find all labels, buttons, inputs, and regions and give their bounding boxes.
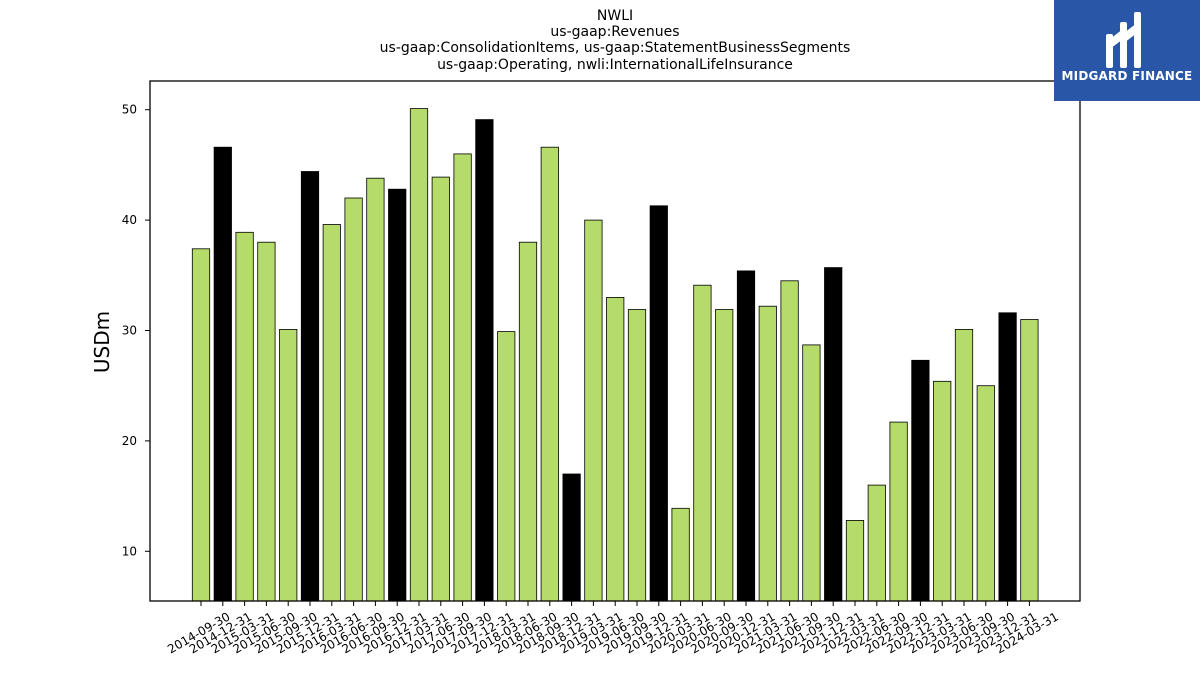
bar-2018-12-31 xyxy=(562,473,581,602)
bar-2016-06-30 xyxy=(344,197,363,602)
midgard-logo-icon xyxy=(1106,12,1141,68)
bar-2017-12-31 xyxy=(475,119,494,602)
bar-2021-06-30 xyxy=(780,280,799,602)
bar-2020-03-31 xyxy=(671,507,690,602)
plot-frame xyxy=(149,80,1081,602)
bar-2021-09-30 xyxy=(802,344,821,602)
bar-2018-06-30 xyxy=(518,241,538,602)
bar-2017-03-31 xyxy=(409,108,429,602)
bar-2020-06-30 xyxy=(693,284,712,602)
y-tick-label: 50 xyxy=(122,103,137,117)
y-axis-label: USDm xyxy=(90,311,114,373)
bar-2022-06-30 xyxy=(867,484,886,602)
bar-2014-09-30 xyxy=(191,248,211,602)
bar-2018-03-31 xyxy=(497,331,516,602)
bar-2015-03-31 xyxy=(235,231,254,602)
chart-title: NWLI us-gaap:Revenues us-gaap:Consolidat… xyxy=(380,8,851,73)
bar-2019-09-30 xyxy=(627,309,647,602)
bar-2021-03-31 xyxy=(758,305,777,602)
y-axis: 10 20 30 40 50 xyxy=(122,103,150,558)
bar-2019-06-30 xyxy=(606,296,625,602)
bar-2023-03-31 xyxy=(933,380,952,602)
bar-2022-03-31 xyxy=(845,520,865,602)
chart-title-line-4: us-gaap:Operating, nwli:InternationalLif… xyxy=(437,57,793,73)
bar-2015-09-30 xyxy=(279,328,298,602)
bar-2019-12-31 xyxy=(649,205,668,602)
bar-2019-03-31 xyxy=(584,219,603,602)
bar-2020-12-31 xyxy=(736,270,756,602)
bar-2021-12-31 xyxy=(824,267,843,602)
bar-2016-03-31 xyxy=(322,224,341,602)
bar-2017-06-30 xyxy=(431,176,450,602)
bar-2015-06-30 xyxy=(257,241,276,602)
bar-series xyxy=(191,108,1039,602)
bar-2016-12-31 xyxy=(388,188,407,602)
bar-2023-09-30 xyxy=(976,385,995,602)
logo-text: MIDGARD FINANCE xyxy=(1061,69,1193,83)
x-axis: 2014-09-302014-12-312015-03-312015-06-30… xyxy=(165,601,1061,656)
bar-2020-09-30 xyxy=(715,309,734,602)
chart-title-line-3: us-gaap:ConsolidationItems, us-gaap:Stat… xyxy=(380,40,851,56)
bar-2017-09-30 xyxy=(453,153,472,602)
bar-2014-12-31 xyxy=(213,146,232,602)
bar-2015-12-31 xyxy=(300,171,320,602)
brand-logo: MIDGARD FINANCE xyxy=(1054,0,1200,101)
y-tick-label: 40 xyxy=(122,213,137,227)
bar-2022-09-30 xyxy=(889,421,908,602)
bar-2018-09-30 xyxy=(540,146,559,602)
y-tick-label: 20 xyxy=(122,434,137,448)
y-tick-label: 30 xyxy=(122,324,137,338)
bar-2016-09-30 xyxy=(366,177,385,602)
chart-title-line-1: NWLI xyxy=(597,8,633,24)
y-tick-label: 10 xyxy=(122,544,137,558)
bar-2023-06-30 xyxy=(954,328,974,602)
bar-2023-12-31 xyxy=(998,312,1017,602)
chart-title-line-2: us-gaap:Revenues xyxy=(550,24,679,40)
bar-2024-03-31 xyxy=(1020,319,1039,602)
bar-2022-12-31 xyxy=(911,359,930,602)
